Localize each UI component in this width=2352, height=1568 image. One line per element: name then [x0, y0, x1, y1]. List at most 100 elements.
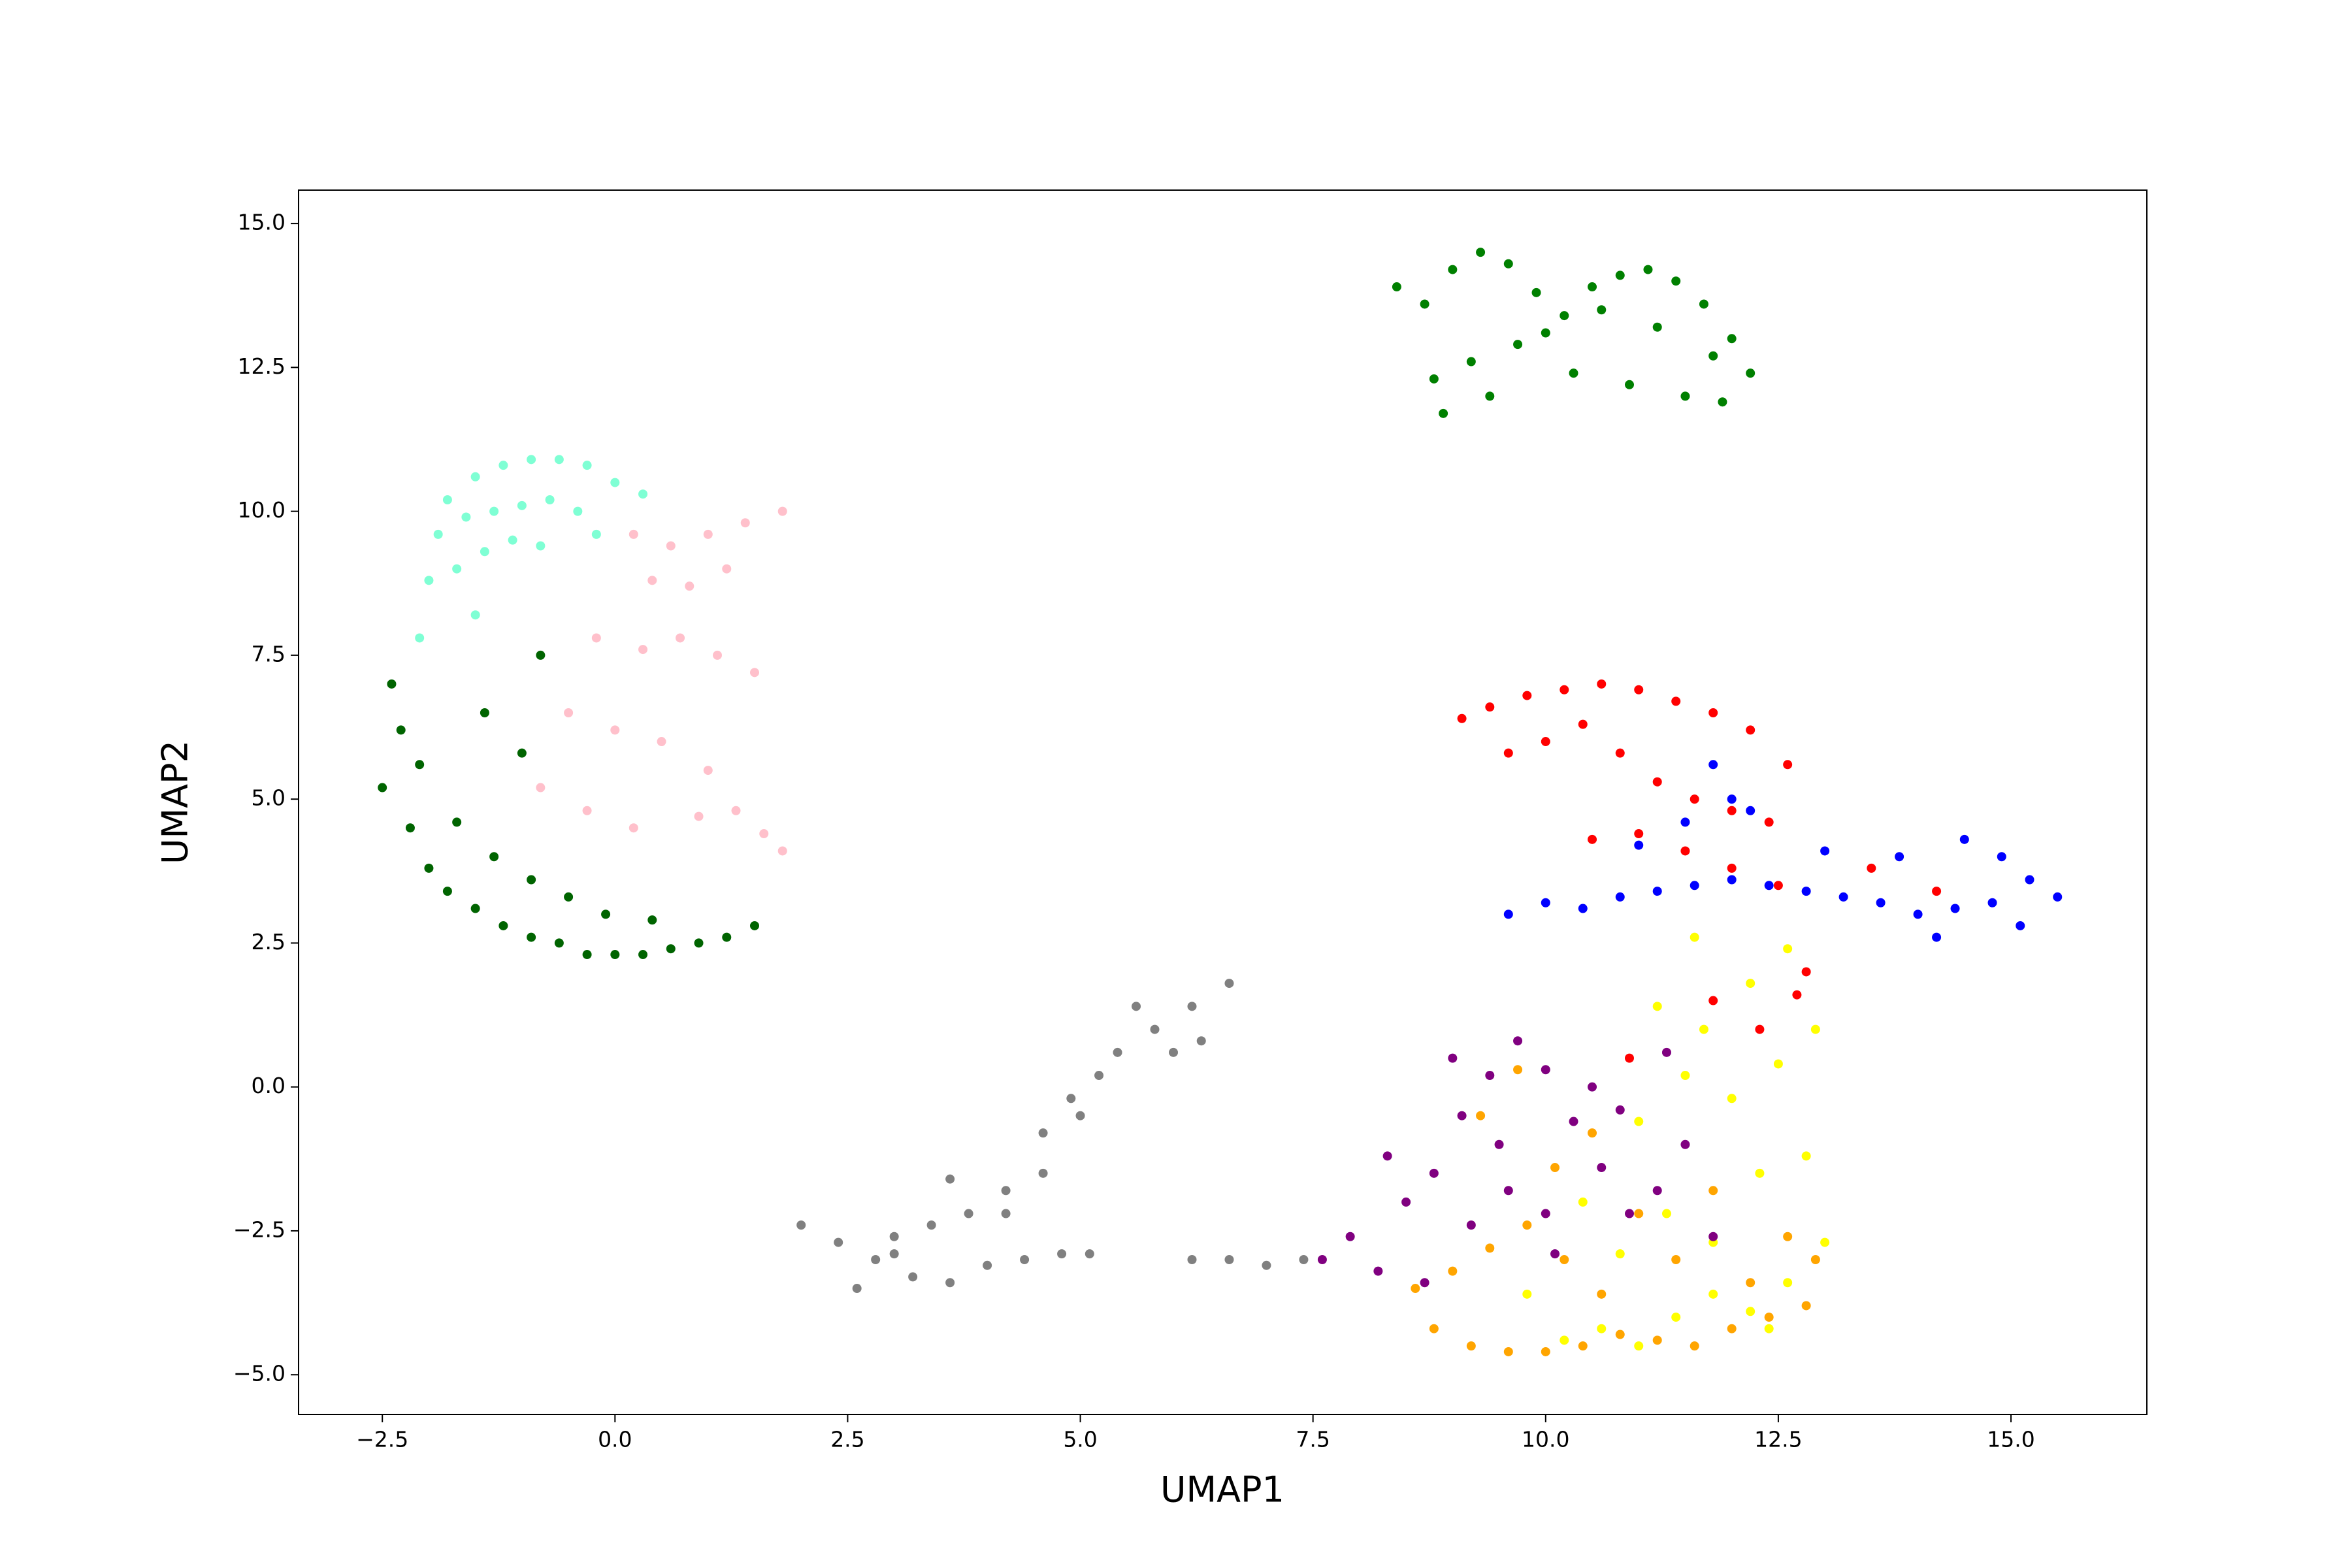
point	[1867, 863, 1876, 873]
point	[1708, 760, 1718, 770]
point	[740, 518, 750, 528]
point	[1690, 881, 1699, 890]
point	[1485, 1071, 1495, 1081]
point	[1708, 351, 1718, 361]
point	[1680, 1071, 1690, 1081]
point	[647, 576, 657, 585]
point	[629, 529, 638, 539]
point	[1345, 1232, 1355, 1241]
point	[1597, 305, 1607, 315]
point	[1578, 719, 1588, 729]
point	[498, 921, 508, 930]
point	[582, 461, 592, 470]
point	[1708, 1186, 1718, 1196]
point	[1401, 1197, 1411, 1207]
point	[1746, 806, 1756, 815]
point	[1764, 1324, 1774, 1333]
plot-frame	[298, 189, 2148, 1415]
point	[1801, 887, 1811, 896]
point	[1522, 1220, 1532, 1230]
point	[1466, 1341, 1476, 1351]
point	[536, 783, 546, 792]
point	[1392, 282, 1401, 292]
point	[1671, 1313, 1681, 1322]
point	[1597, 1289, 1607, 1299]
point	[1485, 1243, 1495, 1253]
point	[1643, 265, 1653, 274]
point	[1466, 357, 1476, 367]
y-tick-label: 12.5	[238, 353, 286, 379]
point	[1810, 1024, 1820, 1034]
point	[1522, 1289, 1532, 1299]
point	[1541, 1347, 1550, 1356]
y-tick-label: 0.0	[252, 1073, 286, 1098]
point	[1764, 1313, 1774, 1322]
point	[1708, 708, 1718, 717]
point	[1838, 892, 1848, 902]
point	[852, 1284, 862, 1294]
point	[1588, 282, 1597, 292]
point	[1708, 1232, 1718, 1241]
point	[722, 932, 732, 942]
point	[1113, 1047, 1122, 1057]
point	[722, 564, 732, 574]
point	[1457, 713, 1467, 723]
point	[1541, 898, 1550, 907]
point	[694, 811, 704, 821]
point	[1764, 881, 1774, 890]
point	[1588, 1082, 1597, 1092]
point	[415, 633, 425, 643]
point	[1652, 1002, 1662, 1011]
point	[1522, 691, 1532, 700]
y-tick-label: 15.0	[238, 210, 286, 235]
point	[1950, 904, 1960, 913]
point	[749, 668, 759, 678]
point	[629, 823, 638, 833]
point	[713, 650, 723, 660]
point	[1503, 1347, 1513, 1356]
point	[1690, 1341, 1699, 1351]
point	[1420, 299, 1429, 309]
point	[610, 478, 620, 487]
y-tick-label: 5.0	[252, 785, 286, 811]
point	[889, 1249, 899, 1259]
point	[1569, 368, 1578, 378]
point	[536, 650, 546, 660]
point	[1661, 1047, 1671, 1057]
point	[1513, 340, 1523, 350]
point	[1997, 852, 2006, 862]
point	[1075, 1111, 1085, 1120]
point	[759, 829, 769, 839]
point	[1876, 898, 1886, 907]
point	[1494, 1139, 1504, 1149]
y-tick-label: 7.5	[252, 641, 286, 666]
point	[1503, 909, 1513, 919]
point	[1895, 852, 1904, 862]
point	[1764, 817, 1774, 827]
point	[527, 875, 536, 885]
point	[1448, 1053, 1458, 1063]
point	[1132, 1002, 1141, 1011]
point	[2016, 921, 2025, 930]
point	[1680, 1139, 1690, 1149]
point	[1569, 1117, 1578, 1126]
point	[2025, 875, 2034, 885]
point	[1820, 1237, 1830, 1247]
point	[1503, 259, 1513, 269]
point	[666, 541, 676, 551]
point	[1671, 696, 1681, 706]
point	[1560, 1254, 1569, 1264]
point	[1066, 1094, 1076, 1103]
point	[1987, 898, 1997, 907]
point	[945, 1174, 955, 1184]
point	[1169, 1047, 1179, 1057]
point	[470, 472, 480, 482]
point	[1615, 1249, 1625, 1259]
point	[1634, 1209, 1644, 1218]
point	[1560, 1335, 1569, 1345]
point	[1634, 1117, 1644, 1126]
point	[564, 892, 574, 902]
point	[1448, 1266, 1458, 1276]
point	[1457, 1111, 1467, 1120]
point	[777, 846, 787, 856]
